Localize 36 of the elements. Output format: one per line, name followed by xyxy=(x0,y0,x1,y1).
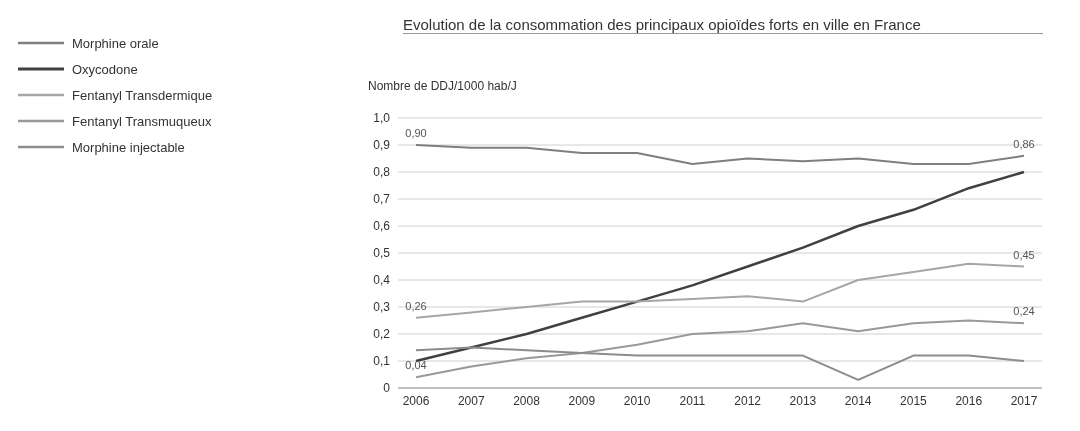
chart-title: Evolution de la consommation des principaux opioïdes forts en ville en France xyxy=(403,16,1043,34)
y-tick-label: 0,5 xyxy=(373,246,391,261)
data-label: 0,26 xyxy=(405,299,427,312)
y-tick-label: 0,1 xyxy=(373,354,391,369)
x-tick-label: 2014 xyxy=(844,393,872,408)
y-tick-label: 1,0 xyxy=(373,111,391,126)
x-tick-label: 2016 xyxy=(955,393,983,408)
x-tick-label: 2013 xyxy=(789,393,817,408)
y-tick-label: 0,7 xyxy=(373,192,391,207)
x-tick-label: 2015 xyxy=(900,393,928,408)
y-tick-label: 0,2 xyxy=(373,327,391,342)
data-label: 0,90 xyxy=(405,127,427,139)
legend-label: Oxycodone xyxy=(72,61,138,77)
y-tick-label: 0,9 xyxy=(373,138,391,153)
legend-label: Morphine injectable xyxy=(72,139,185,155)
y-axis-title: Nombre de DDJ/1000 hab/J xyxy=(368,79,517,93)
x-tick-label: 2017 xyxy=(1010,393,1038,408)
data-label: 0,04 xyxy=(405,359,427,372)
x-tick-label: 2012 xyxy=(734,393,762,408)
legend-label: Morphine orale xyxy=(72,35,159,51)
x-tick-label: 2008 xyxy=(513,393,541,408)
y-tick-label: 0,8 xyxy=(373,165,391,180)
y-tick-label: 0,3 xyxy=(373,300,391,315)
x-tick-label: 2010 xyxy=(623,393,651,408)
x-tick-label: 2007 xyxy=(457,393,485,408)
x-tick-label: 2006 xyxy=(402,393,430,408)
legend-label: Fentanyl Transmuqueux xyxy=(72,113,212,129)
y-tick-label: 0,6 xyxy=(373,219,391,234)
x-tick-label: 2011 xyxy=(679,393,706,408)
data-label: 0,45 xyxy=(1013,248,1035,261)
data-label: 0,86 xyxy=(1013,137,1035,150)
y-tick-label: 0 xyxy=(383,381,391,396)
y-tick-label: 0,4 xyxy=(373,273,391,288)
x-tick-label: 2009 xyxy=(568,393,596,408)
legend-label: Fentanyl Transdermique xyxy=(72,87,213,103)
data-label: 0,24 xyxy=(1013,305,1035,318)
